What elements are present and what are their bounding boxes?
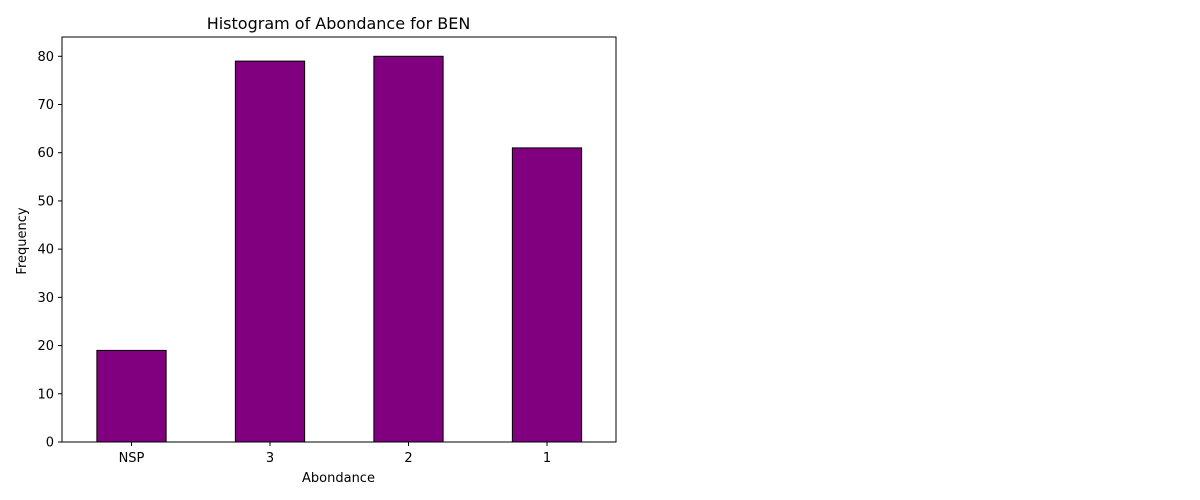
x-tick-label: 1 — [543, 451, 551, 466]
bars-group — [96, 55, 583, 443]
y-tick-label: 80 — [37, 50, 54, 65]
bar-3 — [234, 60, 306, 443]
x-axis-ticks: NSP 3 2 1 — [119, 442, 551, 466]
y-tick-label: 60 — [37, 146, 54, 161]
bar-1 — [511, 147, 583, 443]
y-tick-label: 50 — [37, 194, 54, 209]
y-tick-label: 0 — [46, 436, 54, 451]
y-tick-label: 10 — [37, 387, 54, 402]
x-tick-label: NSP — [119, 451, 145, 466]
bar-2 — [373, 55, 444, 443]
y-axis-label: Frequency — [15, 207, 30, 274]
bar-nsp — [96, 349, 167, 443]
y-tick-label: 20 — [37, 339, 54, 354]
y-axis-ticks: 0 10 20 30 40 50 60 70 80 — [37, 50, 62, 451]
chart-title: Histogram of Abondance for BEN — [207, 14, 471, 33]
x-tick-label: 2 — [404, 451, 412, 466]
y-tick-label: 30 — [37, 291, 54, 306]
x-axis-label: Abondance — [302, 471, 375, 486]
y-tick-label: 40 — [37, 243, 54, 258]
y-tick-label: 70 — [37, 98, 54, 113]
axes-frame — [61, 36, 617, 443]
x-tick-label: 3 — [266, 451, 274, 466]
